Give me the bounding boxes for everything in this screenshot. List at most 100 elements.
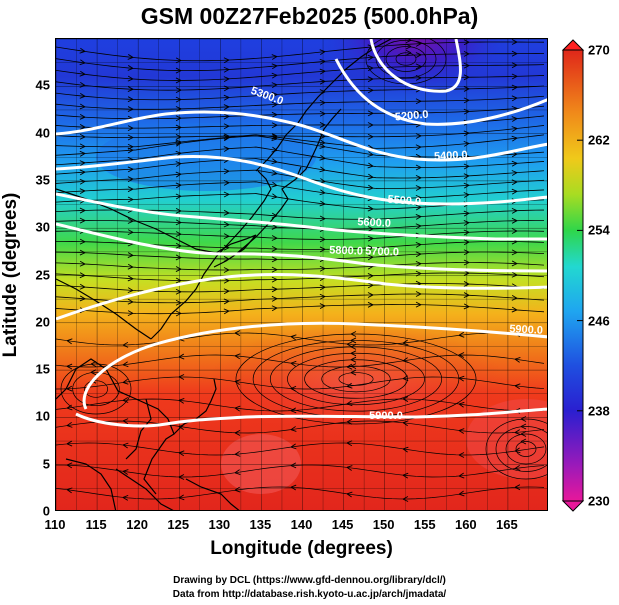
wind-arrow	[223, 76, 230, 83]
wind-arrow	[319, 246, 326, 253]
contour-label: 5700.0	[365, 245, 399, 258]
wind-arrow	[271, 72, 278, 79]
wind-arrow	[367, 273, 374, 279]
wind-arrow	[350, 350, 357, 357]
wind-arrow	[511, 249, 518, 256]
wind-arrow	[463, 86, 470, 92]
wind-arrow	[175, 96, 182, 103]
y-tick-label: 20	[35, 314, 50, 330]
wind-arrow	[79, 283, 86, 290]
eddy-streamline	[505, 433, 547, 465]
wind-arrow	[367, 65, 374, 72]
credit-drawing: Drawing by DCL (https://www.gfd-dennou.o…	[173, 575, 446, 586]
wind-arrow	[463, 173, 470, 180]
wind-arrow	[346, 418, 353, 425]
wind-arrow	[79, 188, 86, 195]
wind-arrow	[234, 353, 241, 360]
wind-arrow	[458, 401, 465, 408]
wind-arrow	[511, 179, 518, 186]
wind-arrow	[367, 87, 374, 94]
wind-arrow	[223, 267, 230, 273]
wind-arrow	[511, 39, 518, 45]
wind-arrow	[367, 54, 374, 61]
wind-arrow	[223, 209, 230, 216]
wind-arrow	[511, 295, 518, 301]
wind-arrow	[223, 66, 230, 73]
x-tick-label: 165	[496, 517, 518, 532]
wind-arrow	[511, 260, 518, 267]
wind-arrow	[458, 428, 465, 434]
wind-arrow	[175, 254, 182, 261]
wind-arrow	[405, 43, 412, 50]
wind-arrow	[223, 113, 230, 120]
wind-arrow	[367, 173, 374, 180]
streamline	[56, 64, 545, 81]
wind-arrow	[463, 130, 470, 137]
wind-arrow	[415, 63, 422, 70]
wind-arrow	[415, 174, 422, 181]
wind-arrow	[415, 144, 422, 151]
x-tick-label: 145	[331, 517, 354, 532]
wind-arrow	[127, 125, 134, 132]
wind-arrow	[415, 133, 422, 139]
eddy-streamline	[515, 441, 537, 457]
wind-arrow	[223, 168, 230, 175]
wind-arrow	[79, 295, 86, 302]
wind-arrow	[514, 484, 521, 491]
wind-arrow	[127, 134, 134, 141]
eddy-streamline	[375, 39, 437, 79]
wind-arrow	[127, 147, 134, 154]
wind-arrow	[290, 484, 297, 491]
wind-arrow	[463, 281, 470, 287]
wind-arrow	[290, 462, 297, 469]
contour-label: 5900.0	[369, 410, 403, 422]
wind-arrow	[175, 242, 182, 249]
wind-arrow	[346, 363, 353, 370]
wind-arrow	[127, 275, 134, 282]
wind-arrow	[223, 298, 230, 305]
wind-arrow	[350, 369, 357, 376]
wind-arrow	[402, 446, 409, 453]
wind-arrow	[271, 286, 278, 293]
wind-arrow	[79, 113, 86, 120]
wind-arrow	[402, 420, 409, 427]
wind-arrow	[127, 218, 134, 224]
streamline	[56, 146, 545, 168]
streamline	[56, 53, 545, 72]
wind-arrow	[175, 207, 182, 214]
height-contours	[56, 39, 547, 428]
wind-arrow	[66, 385, 73, 392]
wind-arrow	[79, 160, 86, 167]
x-tick-label: 150	[372, 517, 395, 532]
wind-arrow	[402, 496, 409, 502]
wind-arrow	[415, 110, 422, 116]
streamline	[56, 75, 545, 91]
wind-arrow	[346, 465, 353, 471]
wind-arrow	[127, 229, 134, 236]
colorbar-top-arrow	[561, 39, 585, 51]
wind-arrow	[79, 103, 86, 110]
x-tick-label: 115	[85, 517, 107, 532]
wind-arrow	[458, 490, 465, 497]
wind-arrow	[367, 216, 374, 223]
wind-arrow	[175, 106, 182, 112]
streamline	[56, 158, 545, 179]
wind-arrow	[319, 293, 326, 300]
eddy-streamline	[235, 333, 477, 425]
wind-arrow	[319, 122, 326, 128]
wind-arrow	[290, 426, 297, 432]
wind-arrow	[415, 291, 422, 297]
wind-arrow	[402, 472, 409, 479]
wind-arrow	[290, 385, 297, 392]
wind-arrow	[175, 193, 182, 200]
wind-arrow	[79, 178, 86, 185]
wind-arrow	[514, 429, 521, 435]
wind-arrow	[271, 170, 278, 176]
wind-arrow	[178, 494, 185, 501]
y-tick-label: 45	[35, 77, 50, 93]
eddy-streamline	[495, 426, 547, 472]
eddy-streamline	[304, 359, 408, 399]
streamline	[56, 293, 545, 304]
contour-label: 5800.0	[329, 244, 363, 257]
contour-label: 5200.0	[394, 109, 429, 124]
